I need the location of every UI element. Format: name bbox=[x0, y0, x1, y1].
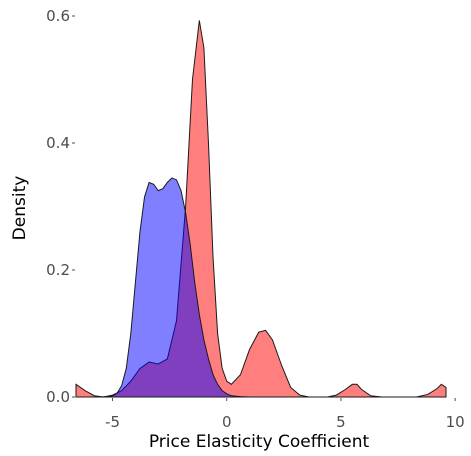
y-tick-label: 0.0 bbox=[46, 388, 70, 406]
y-tick-label: 0.2 bbox=[46, 261, 70, 279]
y-axis-title: Density bbox=[10, 176, 30, 241]
y-tick-label: 0.4 bbox=[46, 134, 70, 152]
x-axis: -5 0 5 10 bbox=[105, 398, 465, 431]
y-axis: 0.0 0.2 0.4 0.6 bbox=[46, 7, 75, 406]
x-tick-label: 10 bbox=[446, 413, 465, 431]
y-tick-label: 0.6 bbox=[46, 7, 70, 25]
x-tick-label: -5 bbox=[105, 413, 120, 431]
x-tick-label: 0 bbox=[222, 413, 232, 431]
x-axis-title: Price Elasticity Coefficient bbox=[149, 432, 370, 452]
density-area-2 bbox=[76, 177, 446, 398]
x-tick-label: 5 bbox=[336, 413, 346, 431]
plot-area bbox=[75, 20, 447, 398]
